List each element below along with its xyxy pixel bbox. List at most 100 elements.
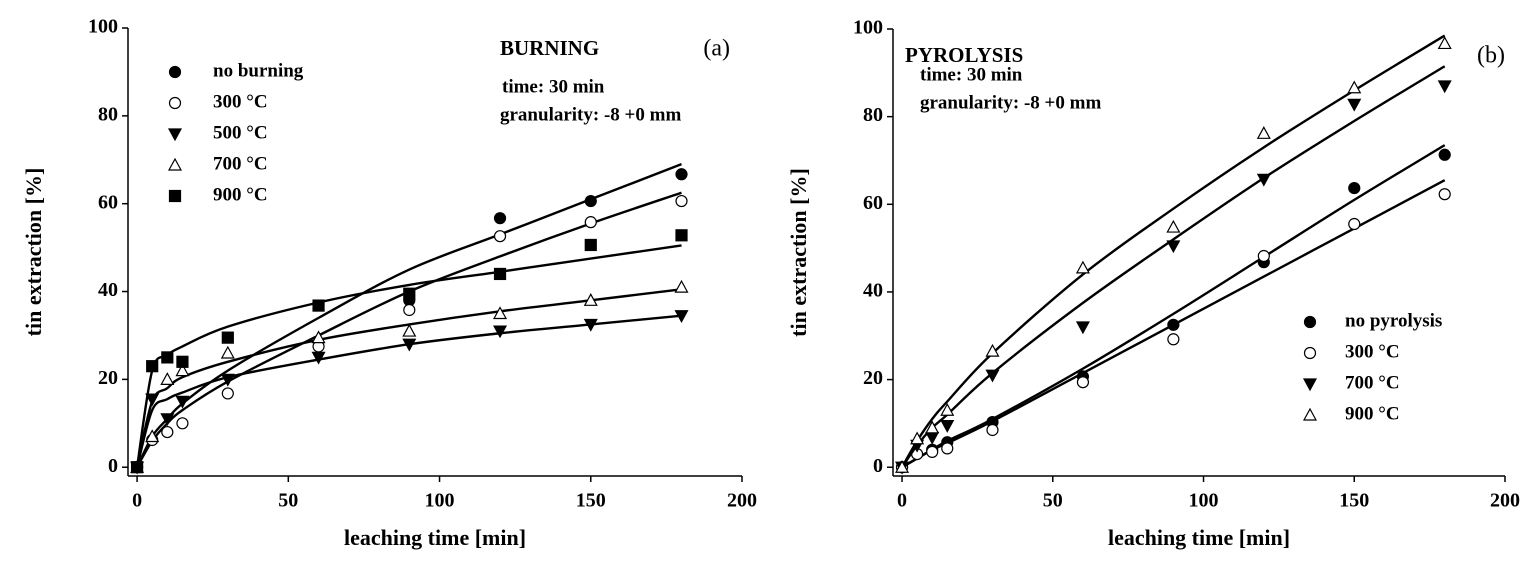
x-axis-title: leaching time [min] <box>1108 525 1290 550</box>
marker <box>1076 376 1090 389</box>
marker <box>674 279 689 293</box>
marker <box>675 229 688 242</box>
y-tick-label: 60 <box>863 192 883 214</box>
marker <box>1166 219 1181 233</box>
marker <box>1256 173 1271 187</box>
marker <box>146 360 159 373</box>
legend-marker <box>168 189 182 203</box>
marker <box>583 318 598 332</box>
x-tick-label: 200 <box>727 490 757 512</box>
x-tick-label: 150 <box>576 490 606 512</box>
marker <box>985 369 1000 383</box>
marker <box>493 230 507 243</box>
legend-marker <box>168 65 182 79</box>
marker <box>940 420 955 433</box>
marker <box>910 431 925 445</box>
panel: 0 20 40 60 80 100 0 50 100 150 200 leaching time [m… <box>786 17 1520 550</box>
marker <box>311 351 326 365</box>
y-tick-label: 60 <box>98 191 118 213</box>
y-tick-label: 40 <box>863 280 883 302</box>
legend-label: 700 °C <box>213 153 268 174</box>
marker <box>402 323 417 337</box>
marker <box>493 325 508 339</box>
legend-label: 500 °C <box>213 122 268 143</box>
marker <box>220 345 235 359</box>
marker <box>584 194 597 208</box>
y-tick-label: 20 <box>98 367 118 389</box>
x-tick-label: 0 <box>132 490 142 512</box>
legend-marker <box>1302 378 1318 392</box>
annotation: time: 30 min <box>920 64 1023 85</box>
marker <box>1166 240 1181 254</box>
legend-marker <box>167 157 183 171</box>
legend-marker <box>1303 346 1317 360</box>
x-tick-label: 100 <box>1189 490 1219 512</box>
legend-label: 300 °C <box>1345 341 1400 362</box>
legend-label: 300 °C <box>213 91 268 112</box>
x-tick-label: 200 <box>1490 490 1520 512</box>
fit-curve <box>135 244 682 468</box>
marker <box>311 330 326 344</box>
marker <box>402 338 417 352</box>
fit-curve <box>901 34 1446 468</box>
y-axis-title: tin extraction [%] <box>786 168 811 337</box>
marker <box>925 420 940 434</box>
y-tick-label: 40 <box>98 279 118 301</box>
marker <box>130 461 144 474</box>
marker <box>1347 98 1362 112</box>
y-tick-label: 0 <box>873 455 883 477</box>
annotation: time: 30 min <box>502 76 605 97</box>
fit-curve <box>136 191 682 468</box>
marker <box>584 216 597 229</box>
marker <box>675 194 688 208</box>
marker <box>403 303 416 317</box>
x-tick-label: 50 <box>1043 490 1063 512</box>
x-tick-label: 100 <box>425 490 455 512</box>
fit-curve <box>135 288 682 468</box>
x-tick-label: 50 <box>278 490 298 512</box>
marker <box>161 425 174 439</box>
marker <box>584 238 597 252</box>
marker <box>493 212 507 225</box>
fit-curve <box>135 314 682 468</box>
marker <box>160 372 175 385</box>
x-tick-label: 0 <box>897 490 907 512</box>
legend-label: 700 °C <box>1345 372 1400 393</box>
marker <box>220 373 235 387</box>
marker <box>1437 80 1452 94</box>
y-axis-title: tin extraction [%] <box>21 168 46 337</box>
legend-label: no pyrolysis <box>1345 310 1442 331</box>
annotation: granularity: -8 +0 mm <box>920 92 1101 113</box>
y-tick-label: 100 <box>853 17 883 39</box>
marker <box>1348 217 1361 231</box>
y-tick-label: 80 <box>98 103 118 125</box>
legend-marker <box>1303 315 1317 329</box>
marker <box>985 343 1000 357</box>
marker <box>1256 126 1271 139</box>
marker <box>1438 148 1451 161</box>
marker <box>1347 80 1362 94</box>
annotation: (a) <box>703 36 730 62</box>
marker <box>1167 333 1180 346</box>
marker <box>493 267 507 281</box>
y-tick-label: 100 <box>88 16 118 38</box>
marker <box>1438 188 1451 201</box>
marker <box>895 459 910 473</box>
annotation: (b) <box>1477 43 1505 69</box>
marker <box>1348 181 1361 195</box>
marker <box>312 299 325 312</box>
marker <box>161 351 174 364</box>
legend-label: no burning <box>213 60 304 81</box>
y-tick-label: 0 <box>108 455 118 477</box>
legend-marker <box>167 128 183 142</box>
marker <box>986 423 999 437</box>
x-axis-title: leaching time [min] <box>344 525 526 550</box>
marker <box>925 431 940 445</box>
marker <box>160 413 175 427</box>
marker <box>221 387 234 400</box>
marker <box>941 442 954 455</box>
marker <box>145 429 160 443</box>
legend-marker <box>168 96 182 110</box>
fit-curve <box>135 163 682 468</box>
legend-label: 900 °C <box>1345 403 1400 424</box>
